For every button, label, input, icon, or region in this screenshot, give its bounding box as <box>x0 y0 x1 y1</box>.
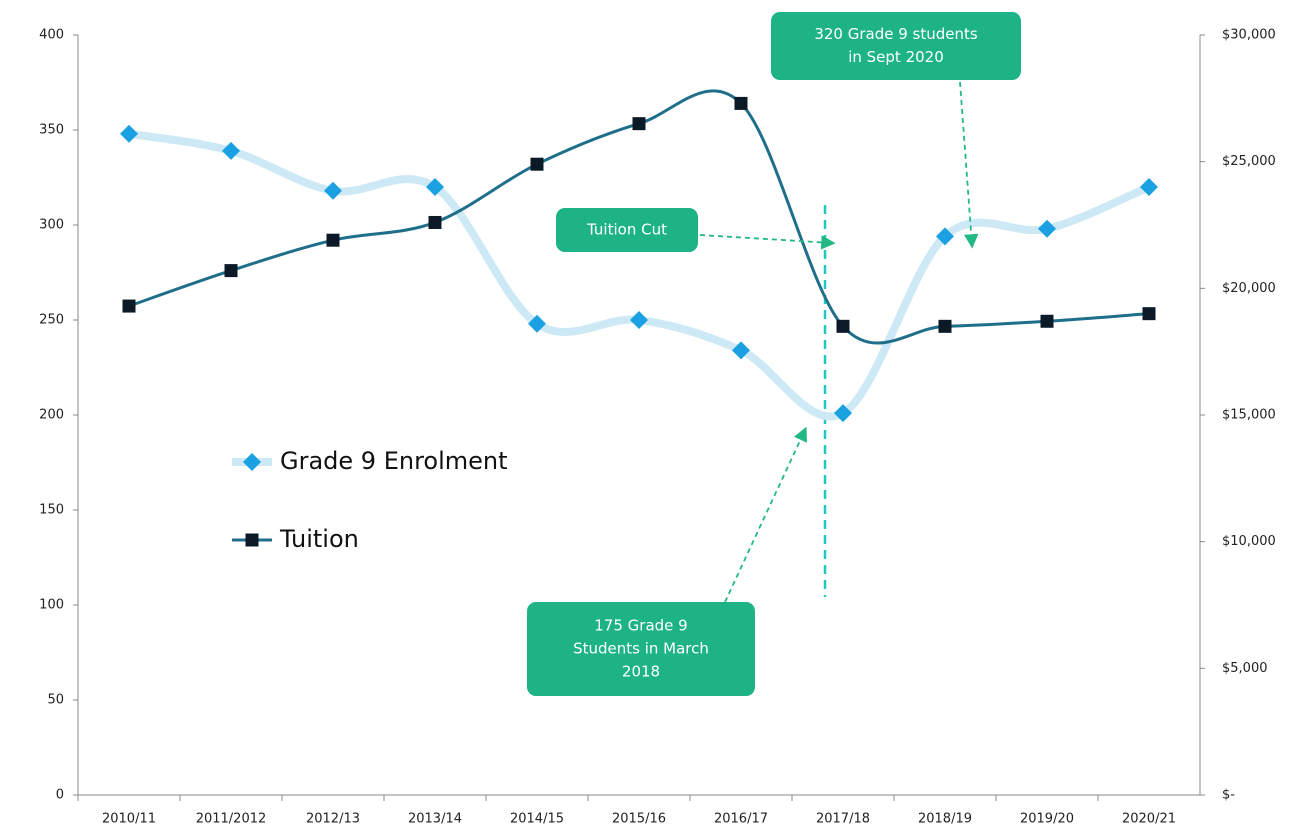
y2-tick-label: $10,000 <box>1222 534 1276 549</box>
series-line <box>128 89 1150 345</box>
y-tick-label: 0 <box>56 788 64 803</box>
x-tick-label: 2013/14 <box>408 812 462 827</box>
data-point <box>1038 219 1056 238</box>
annotation-arrow <box>699 234 836 250</box>
annotation-box <box>527 602 755 696</box>
y-tick-label: 100 <box>39 598 64 613</box>
x-tick-label: 2010/11 <box>102 812 156 827</box>
annotation-arrow <box>959 81 979 249</box>
y-tick-label: 200 <box>39 408 64 423</box>
y-tick-label: 250 <box>39 313 64 328</box>
data-point <box>1040 314 1054 328</box>
annotation-text: Tuition Cut <box>586 221 667 239</box>
x-tick-label: 2017/18 <box>816 812 870 827</box>
data-point <box>426 178 444 196</box>
data-point <box>630 311 648 329</box>
data-point <box>528 314 546 333</box>
y2-tick-label: $25,000 <box>1222 154 1276 169</box>
y2-tick-label: $15,000 <box>1222 408 1276 423</box>
annotation-box <box>556 208 698 252</box>
data-point <box>428 215 442 229</box>
x-tick-label: 2011/2012 <box>196 812 267 827</box>
data-point <box>732 341 750 360</box>
data-point <box>936 227 954 246</box>
data-point <box>224 264 238 278</box>
annotation-text: 320 Grade 9 students <box>814 25 978 43</box>
data-point <box>938 319 952 333</box>
data-point <box>120 124 138 143</box>
x-tick-label: 2019/20 <box>1020 812 1074 827</box>
data-point <box>122 299 136 313</box>
data-point <box>834 404 852 423</box>
data-point <box>222 141 240 160</box>
data-point <box>836 319 850 333</box>
data-point <box>324 181 342 200</box>
y2-tick-label: $- <box>1222 788 1235 803</box>
x-tick-label: 2016/17 <box>714 812 768 827</box>
y-tick-label: 150 <box>39 503 64 518</box>
x-tick-label: 2012/13 <box>306 812 360 827</box>
legend-marker <box>245 533 259 547</box>
x-tick-label: 2018/19 <box>918 812 972 827</box>
annotation-arrow <box>724 426 807 603</box>
y2-tick-label: $20,000 <box>1222 281 1276 296</box>
y-tick-label: 50 <box>47 693 64 708</box>
y2-tick-label: $5,000 <box>1222 661 1268 676</box>
series-line <box>128 129 1151 421</box>
y2-tick-label: $30,000 <box>1222 28 1276 43</box>
data-point <box>1140 178 1158 196</box>
annotation-text: in Sept 2020 <box>848 48 944 66</box>
annotation-text: 2018 <box>622 663 660 681</box>
legend-label: Tuition <box>279 525 359 553</box>
data-point <box>734 96 748 110</box>
legend-marker <box>243 453 261 471</box>
x-tick-label: 2015/16 <box>612 812 666 827</box>
y-tick-label: 350 <box>39 123 64 138</box>
x-tick-label: 2014/15 <box>510 812 564 827</box>
y-tick-label: 300 <box>39 218 64 233</box>
data-point <box>530 157 544 171</box>
legend-label: Grade 9 Enrolment <box>280 447 508 475</box>
data-point <box>632 117 646 131</box>
data-point <box>326 233 340 247</box>
annotation-text: 175 Grade 9 <box>594 617 687 635</box>
annotation-text: Students in March <box>573 640 709 658</box>
x-tick-label: 2020/21 <box>1122 812 1176 827</box>
y-tick-label: 400 <box>39 28 64 43</box>
data-point <box>1142 307 1156 321</box>
annotation-box <box>771 12 1021 80</box>
